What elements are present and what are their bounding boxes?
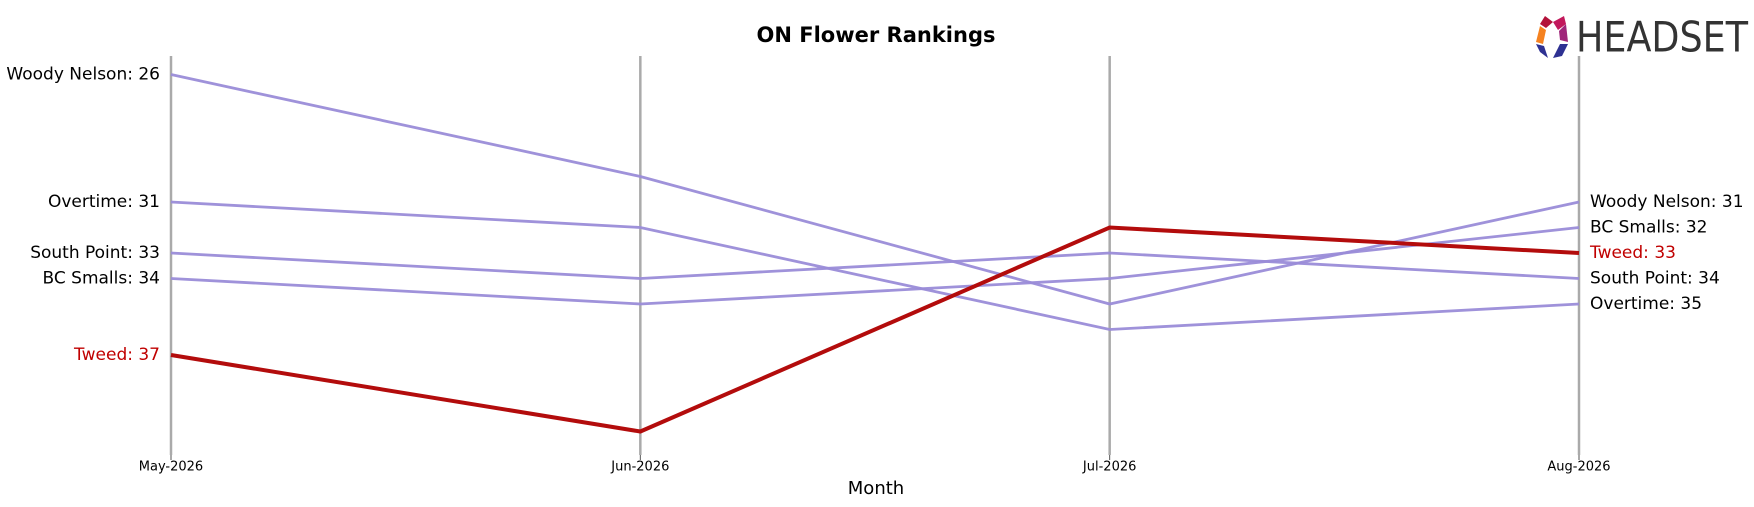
point-label: BC Smalls: 34 [43, 269, 160, 289]
logo-icon [1553, 44, 1568, 58]
chart-title: ON Flower Rankings [757, 23, 996, 47]
point-label: Tweed: 37 [73, 345, 160, 365]
x-axis-label: Month [848, 478, 904, 499]
x-tick-label: Aug-2026 [1547, 460, 1610, 475]
rank-line [170, 225, 1580, 434]
logo-icon [1553, 16, 1566, 30]
rank-line [170, 226, 1580, 306]
x-tick-label: Jul-2026 [1082, 460, 1136, 475]
x-tick-label: May-2026 [139, 460, 203, 475]
logo-text: HEADSET [1576, 13, 1748, 62]
point-label: South Point: 33 [30, 243, 160, 263]
logo-icon [1540, 16, 1553, 28]
rank-line [170, 251, 1580, 280]
point-label: BC Smalls: 32 [1590, 218, 1707, 238]
point-label: Woody Nelson: 26 [6, 65, 160, 85]
x-tick-label: Jun-2026 [610, 460, 669, 475]
point-label: Overtime: 31 [48, 192, 160, 212]
rank-line [170, 200, 1580, 331]
point-label: Overtime: 35 [1590, 294, 1702, 314]
logo-icon [1559, 24, 1568, 42]
point-label: Tweed: 33 [1589, 243, 1676, 263]
logo: HEADSET [1536, 13, 1748, 62]
point-label: Woody Nelson: 31 [1590, 192, 1744, 212]
logo-icon [1536, 44, 1548, 58]
point-label: South Point: 34 [1590, 269, 1720, 289]
logo-icon [1536, 26, 1546, 44]
rank-line [170, 73, 1580, 306]
